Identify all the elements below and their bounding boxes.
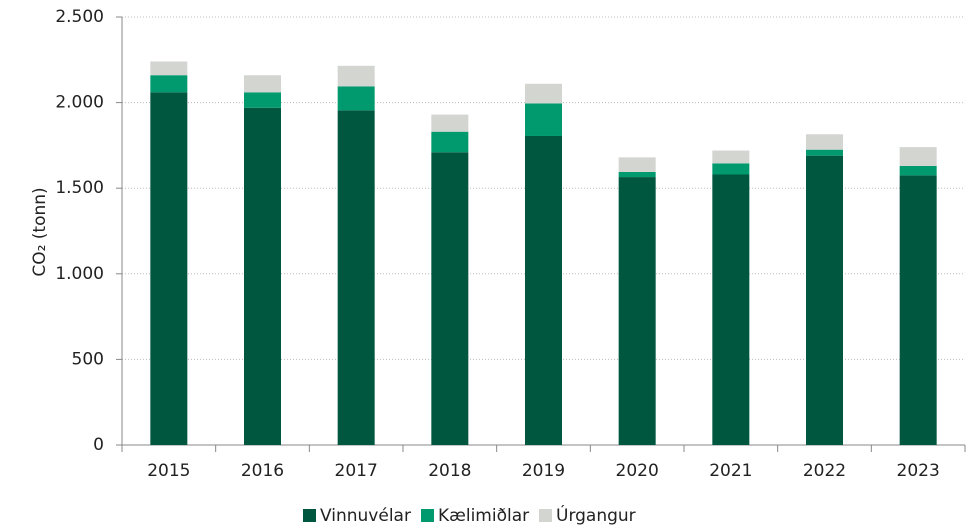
x-tick-label: 2021 <box>709 461 752 481</box>
legend-label: Kælimiðlar <box>438 506 529 526</box>
bar-segment <box>899 165 937 176</box>
x-tick-label: 2023 <box>897 461 940 481</box>
x-tick-label: 2022 <box>803 461 846 481</box>
legend-swatch <box>539 509 552 522</box>
bar-segment <box>899 175 937 446</box>
bar-segment <box>899 147 937 166</box>
x-tick-label: 2017 <box>335 461 378 481</box>
y-tick-label: 0 <box>93 435 104 455</box>
bar-segment <box>712 174 750 445</box>
bar-segment <box>618 157 656 172</box>
bar-segment <box>337 86 375 111</box>
bar-segment <box>337 65 375 87</box>
bar-segment <box>150 75 188 93</box>
bar-segment <box>712 163 750 175</box>
y-tick-label: 2.500 <box>55 7 104 27</box>
bar-segment <box>150 92 188 445</box>
bar-segment <box>618 171 656 178</box>
bar-segment <box>244 107 281 446</box>
legend-label: Úrgangur <box>556 504 636 526</box>
bar-segment <box>244 92 281 108</box>
bar-segment <box>431 131 469 153</box>
bar-segment <box>525 135 562 445</box>
bar-segment <box>806 134 843 150</box>
bar-segment <box>150 61 188 76</box>
bar-segment <box>525 103 562 136</box>
bar-segment <box>806 155 843 445</box>
y-tick-label: 2.000 <box>55 93 104 113</box>
bar-segment <box>244 75 281 93</box>
legend-swatch <box>421 509 434 522</box>
y-tick-label: 500 <box>72 349 104 369</box>
x-tick-label: 2019 <box>522 461 565 481</box>
x-tick-label: 2018 <box>428 461 471 481</box>
bar-segment <box>431 152 469 446</box>
bar-segment <box>618 177 656 445</box>
bar-segment <box>337 110 375 445</box>
x-tick-label: 2020 <box>616 461 659 481</box>
legend-swatch <box>303 509 316 522</box>
legend-label: Vinnuvélar <box>320 506 411 526</box>
x-tick-label: 2015 <box>147 461 190 481</box>
bar-segment <box>525 83 562 104</box>
bar-segment <box>712 150 750 164</box>
bar-segment <box>806 149 843 156</box>
y-tick-label: 1.000 <box>55 264 104 284</box>
bar-segment <box>431 114 469 132</box>
x-tick-label: 2016 <box>241 461 284 481</box>
y-axis-label: CO₂ (tonn) <box>30 187 50 276</box>
y-tick-label: 1.500 <box>55 178 104 198</box>
